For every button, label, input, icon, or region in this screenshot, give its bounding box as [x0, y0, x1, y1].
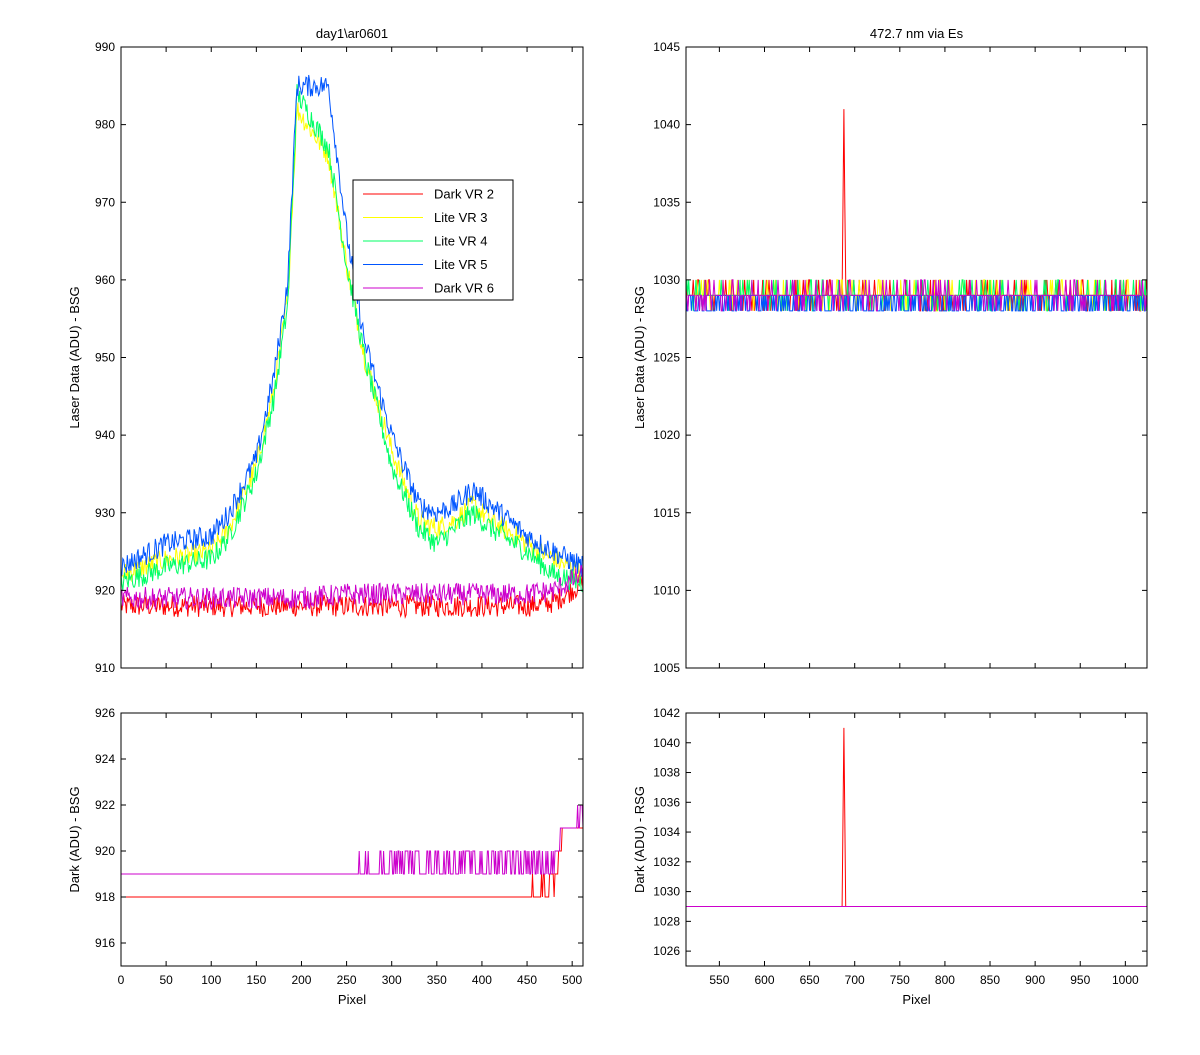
x-tick-label: 1000: [1112, 973, 1139, 987]
y-tick-label: 1030: [653, 885, 680, 899]
x-axis-label: Pixel: [338, 992, 366, 1007]
series-line-dark-vr-6: [121, 565, 583, 611]
x-tick-label: 100: [201, 973, 221, 987]
series-line-dark-vr-6: [121, 804, 583, 875]
y-tick-label: 1005: [653, 661, 680, 675]
legend-entry-label: Lite VR 4: [434, 234, 487, 249]
y-tick-label: 980: [95, 118, 115, 132]
series-group: [686, 727, 1147, 907]
y-tick-label: 1015: [653, 506, 680, 520]
series-group: [121, 74, 583, 619]
x-tick-label: 600: [754, 973, 774, 987]
panel-bottom-left: 916 918 920 922 924 926 0 50 100 150 200 250 300 350 4…: [67, 706, 584, 1007]
y-tick-label: 922: [95, 798, 115, 812]
series-line-lite-vr-5: [121, 74, 583, 578]
legend-entry-label: Dark VR 6: [434, 281, 494, 296]
legend-box: [352, 179, 514, 301]
y-axis-label: Laser Data (ADU) - BSG: [67, 286, 82, 428]
y-axis-label: Laser Data (ADU) - RSG: [632, 286, 647, 429]
y-tick-label: 910: [95, 661, 115, 675]
x-tick-label: 250: [337, 973, 357, 987]
y-tick-label: 924: [95, 752, 115, 766]
x-tick-label: 200: [291, 973, 311, 987]
legend-entry-label: Lite VR 3: [434, 210, 487, 225]
panel-bottom-right: 1026 1028 1030 1032 1034 1036 1038 1040 1042 550 6…: [632, 706, 1148, 1007]
y-tick-label: 920: [95, 583, 115, 597]
x-tick-label: 900: [1025, 973, 1045, 987]
y-tick-label: 1035: [653, 195, 680, 209]
x-tick-label: 0: [118, 973, 125, 987]
y-tick-label: 1010: [653, 583, 680, 597]
y-tick-label: 918: [95, 890, 115, 904]
y-tick-label: 1030: [653, 273, 680, 287]
series-line-lite-vr-4: [121, 84, 583, 593]
x-axis-label: Pixel: [902, 992, 930, 1007]
y-axis-label: Dark (ADU) - BSG: [67, 786, 82, 892]
y-tick-label: 1034: [653, 825, 680, 839]
y-tick-label: 1020: [653, 428, 680, 442]
y-tick-label: 1045: [653, 40, 680, 54]
legend-entry-label: Lite VR 5: [434, 257, 487, 272]
y-tick-label: 926: [95, 706, 115, 720]
x-tick-label: 50: [159, 973, 173, 987]
y-axis-label: Dark (ADU) - RSG: [632, 786, 647, 893]
y-tick-label: 960: [95, 273, 115, 287]
y-tick-label: 1040: [653, 736, 680, 750]
x-tick-label: 500: [562, 973, 582, 987]
plot-area: [121, 47, 583, 668]
y-tick-label: 1042: [653, 706, 680, 720]
y-tick-label: 990: [95, 40, 115, 54]
x-tick-label: 800: [935, 973, 955, 987]
y-tick-label: 916: [95, 936, 115, 950]
panel-title: day1\ar0601: [316, 26, 388, 41]
plot-area: [121, 713, 583, 966]
legend: Dark VR 2 Lite VR 3 Lite VR 4 Lite VR 5 Dark…: [352, 179, 514, 301]
y-tick-label: 1038: [653, 766, 680, 780]
x-tick-label: 850: [980, 973, 1000, 987]
y-tick-label: 1026: [653, 944, 680, 958]
panel-title: 472.7 nm via Es: [870, 26, 964, 41]
axes-frame: [120, 712, 584, 967]
x-tick-label: 700: [845, 973, 865, 987]
axes-frame: [685, 712, 1148, 967]
x-tick-label: 400: [472, 973, 492, 987]
x-tick-label: 300: [382, 973, 402, 987]
series-group: [686, 109, 1147, 312]
series-line-dark-vr-2: [121, 827, 583, 898]
x-tick-label: 550: [709, 973, 729, 987]
y-tick-label: 1032: [653, 855, 680, 869]
y-tick-label: 1040: [653, 118, 680, 132]
series-group: [121, 804, 583, 898]
x-tick-label: 750: [890, 973, 910, 987]
y-tick-label: 930: [95, 506, 115, 520]
x-tick-label: 650: [800, 973, 820, 987]
series-line-dark-vr-6: [686, 279, 1147, 312]
x-tick-label: 450: [517, 973, 537, 987]
y-tick-label: 920: [95, 844, 115, 858]
y-tick-label: 1036: [653, 795, 680, 809]
panel-top-right: 1005 1010 1015 1020 1025 1030 1035 1040 1045 472.…: [632, 26, 1148, 675]
y-tick-label: 950: [95, 351, 115, 365]
series-line-dark-vr-2: [121, 574, 583, 619]
y-tick-label: 1025: [653, 351, 680, 365]
y-tick-label: 970: [95, 195, 115, 209]
panel-top-left: 910 920 930 940 950 960 970 980 990 day1\ar0601 La…: [67, 26, 584, 675]
plot-area: [686, 713, 1147, 966]
x-tick-label: 350: [427, 973, 447, 987]
y-tick-label: 940: [95, 428, 115, 442]
x-tick-label: 950: [1070, 973, 1090, 987]
legend-entry-label: Dark VR 2: [434, 187, 494, 202]
plot-area: [686, 47, 1147, 668]
y-tick-label: 1028: [653, 914, 680, 928]
x-tick-label: 150: [246, 973, 266, 987]
